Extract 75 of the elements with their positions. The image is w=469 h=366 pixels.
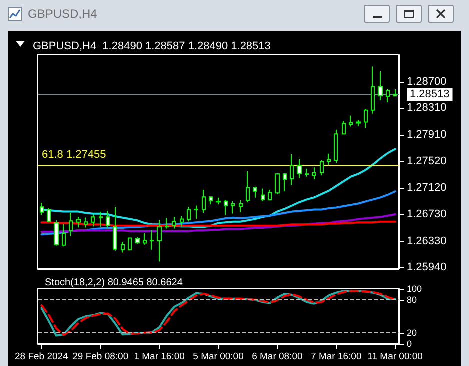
candlestick <box>172 216 176 230</box>
chart-title: Stoch(18,2,2) 80.9465 80.6624 <box>45 278 184 288</box>
candlestick <box>157 220 162 262</box>
candlestick <box>194 205 198 220</box>
candlestick <box>128 237 132 252</box>
candlestick <box>393 89 397 97</box>
candlestick <box>69 212 73 237</box>
y-tick-label: 1.26330 <box>407 235 447 248</box>
candlestick <box>40 202 44 216</box>
candlestick <box>356 120 361 127</box>
candlestick <box>378 70 383 101</box>
candlestick <box>76 216 81 228</box>
candlestick <box>150 230 154 250</box>
candlestick <box>106 210 110 229</box>
candlestick <box>91 214 95 228</box>
candlestick <box>54 220 59 246</box>
candlestick <box>143 233 147 246</box>
candlestick <box>297 158 302 179</box>
y-tick-label: 1.26730 <box>407 208 447 220</box>
candlestick <box>239 200 243 213</box>
candlestick <box>187 206 191 222</box>
candlestick <box>320 160 324 176</box>
candlestick <box>312 167 316 180</box>
candlestick <box>216 197 221 206</box>
x-tick-label: 29 Feb 08:00 <box>72 352 129 362</box>
candlestick <box>268 189 272 202</box>
candlestick <box>349 115 353 128</box>
ref-line-label: 1.28513 <box>410 88 450 101</box>
candlestick <box>386 88 390 104</box>
y-tick-label: 1.28700 <box>407 76 447 88</box>
y-tick-label: 1.27520 <box>407 155 447 168</box>
candlestick <box>202 189 206 214</box>
y-tick-label: 20 <box>407 328 418 338</box>
y-tick-label: 1.25940 <box>407 262 447 274</box>
ref-line-label: 61.8 1.27455 <box>42 149 106 162</box>
text: GBPUSD,H4 <box>28 7 98 21</box>
candlestick <box>261 188 265 202</box>
candlestick <box>84 217 88 228</box>
y-tick-label: 100 <box>407 284 422 294</box>
candlestick <box>62 224 66 248</box>
candlestick <box>253 186 257 198</box>
candlestick <box>165 218 169 230</box>
candlestick <box>209 196 213 206</box>
y-tick-label: 1.28310 <box>407 102 447 114</box>
line-series <box>40 190 396 236</box>
x-tick-label: 1 Mar 16:00 <box>134 352 185 362</box>
candlestick <box>47 208 51 223</box>
x-tick-label: 6 Mar 08:00 <box>252 352 303 362</box>
candlestick <box>121 241 125 254</box>
candlestick <box>327 153 331 166</box>
candlestick <box>231 200 235 214</box>
x-tick-label: 5 Mar 00:00 <box>193 352 244 362</box>
candlestick <box>283 172 287 192</box>
candlestick <box>246 171 250 203</box>
candlestick <box>371 66 375 114</box>
x-tick-label: 11 Mar 00:00 <box>368 352 423 362</box>
candlestick <box>305 168 309 178</box>
y-tick-label: 1.27910 <box>407 129 447 142</box>
candlestick <box>99 211 103 228</box>
candlestick <box>334 129 338 164</box>
candlestick <box>224 200 228 216</box>
candlestick <box>364 108 368 129</box>
candlestick <box>275 172 280 194</box>
y-tick-label: 80 <box>407 295 418 305</box>
candlestick <box>135 236 140 245</box>
candlestick <box>342 120 346 136</box>
y-tick-label: 0 <box>407 339 412 349</box>
x-tick-label: 28 Feb 2024 <box>15 352 68 362</box>
candlestick <box>113 206 117 252</box>
y-tick-label: 1.27120 <box>407 182 447 194</box>
candlestick <box>290 154 294 186</box>
line-series <box>40 213 396 233</box>
candlestick <box>180 216 184 228</box>
x-tick-label: 7 Mar 16:00 <box>311 352 362 362</box>
chart-title: GBPUSD,H4 1.28490 1.28587 1.28490 1.28513 <box>33 40 271 52</box>
